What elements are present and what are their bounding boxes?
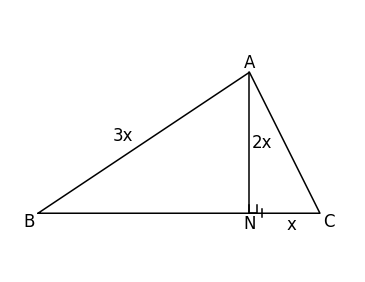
Text: 3x: 3x <box>112 127 133 145</box>
Text: 2x: 2x <box>252 134 272 152</box>
Text: B: B <box>23 213 35 232</box>
Text: A: A <box>244 54 255 72</box>
Text: N: N <box>243 215 256 233</box>
Text: x: x <box>287 215 297 233</box>
Text: C: C <box>323 213 335 232</box>
